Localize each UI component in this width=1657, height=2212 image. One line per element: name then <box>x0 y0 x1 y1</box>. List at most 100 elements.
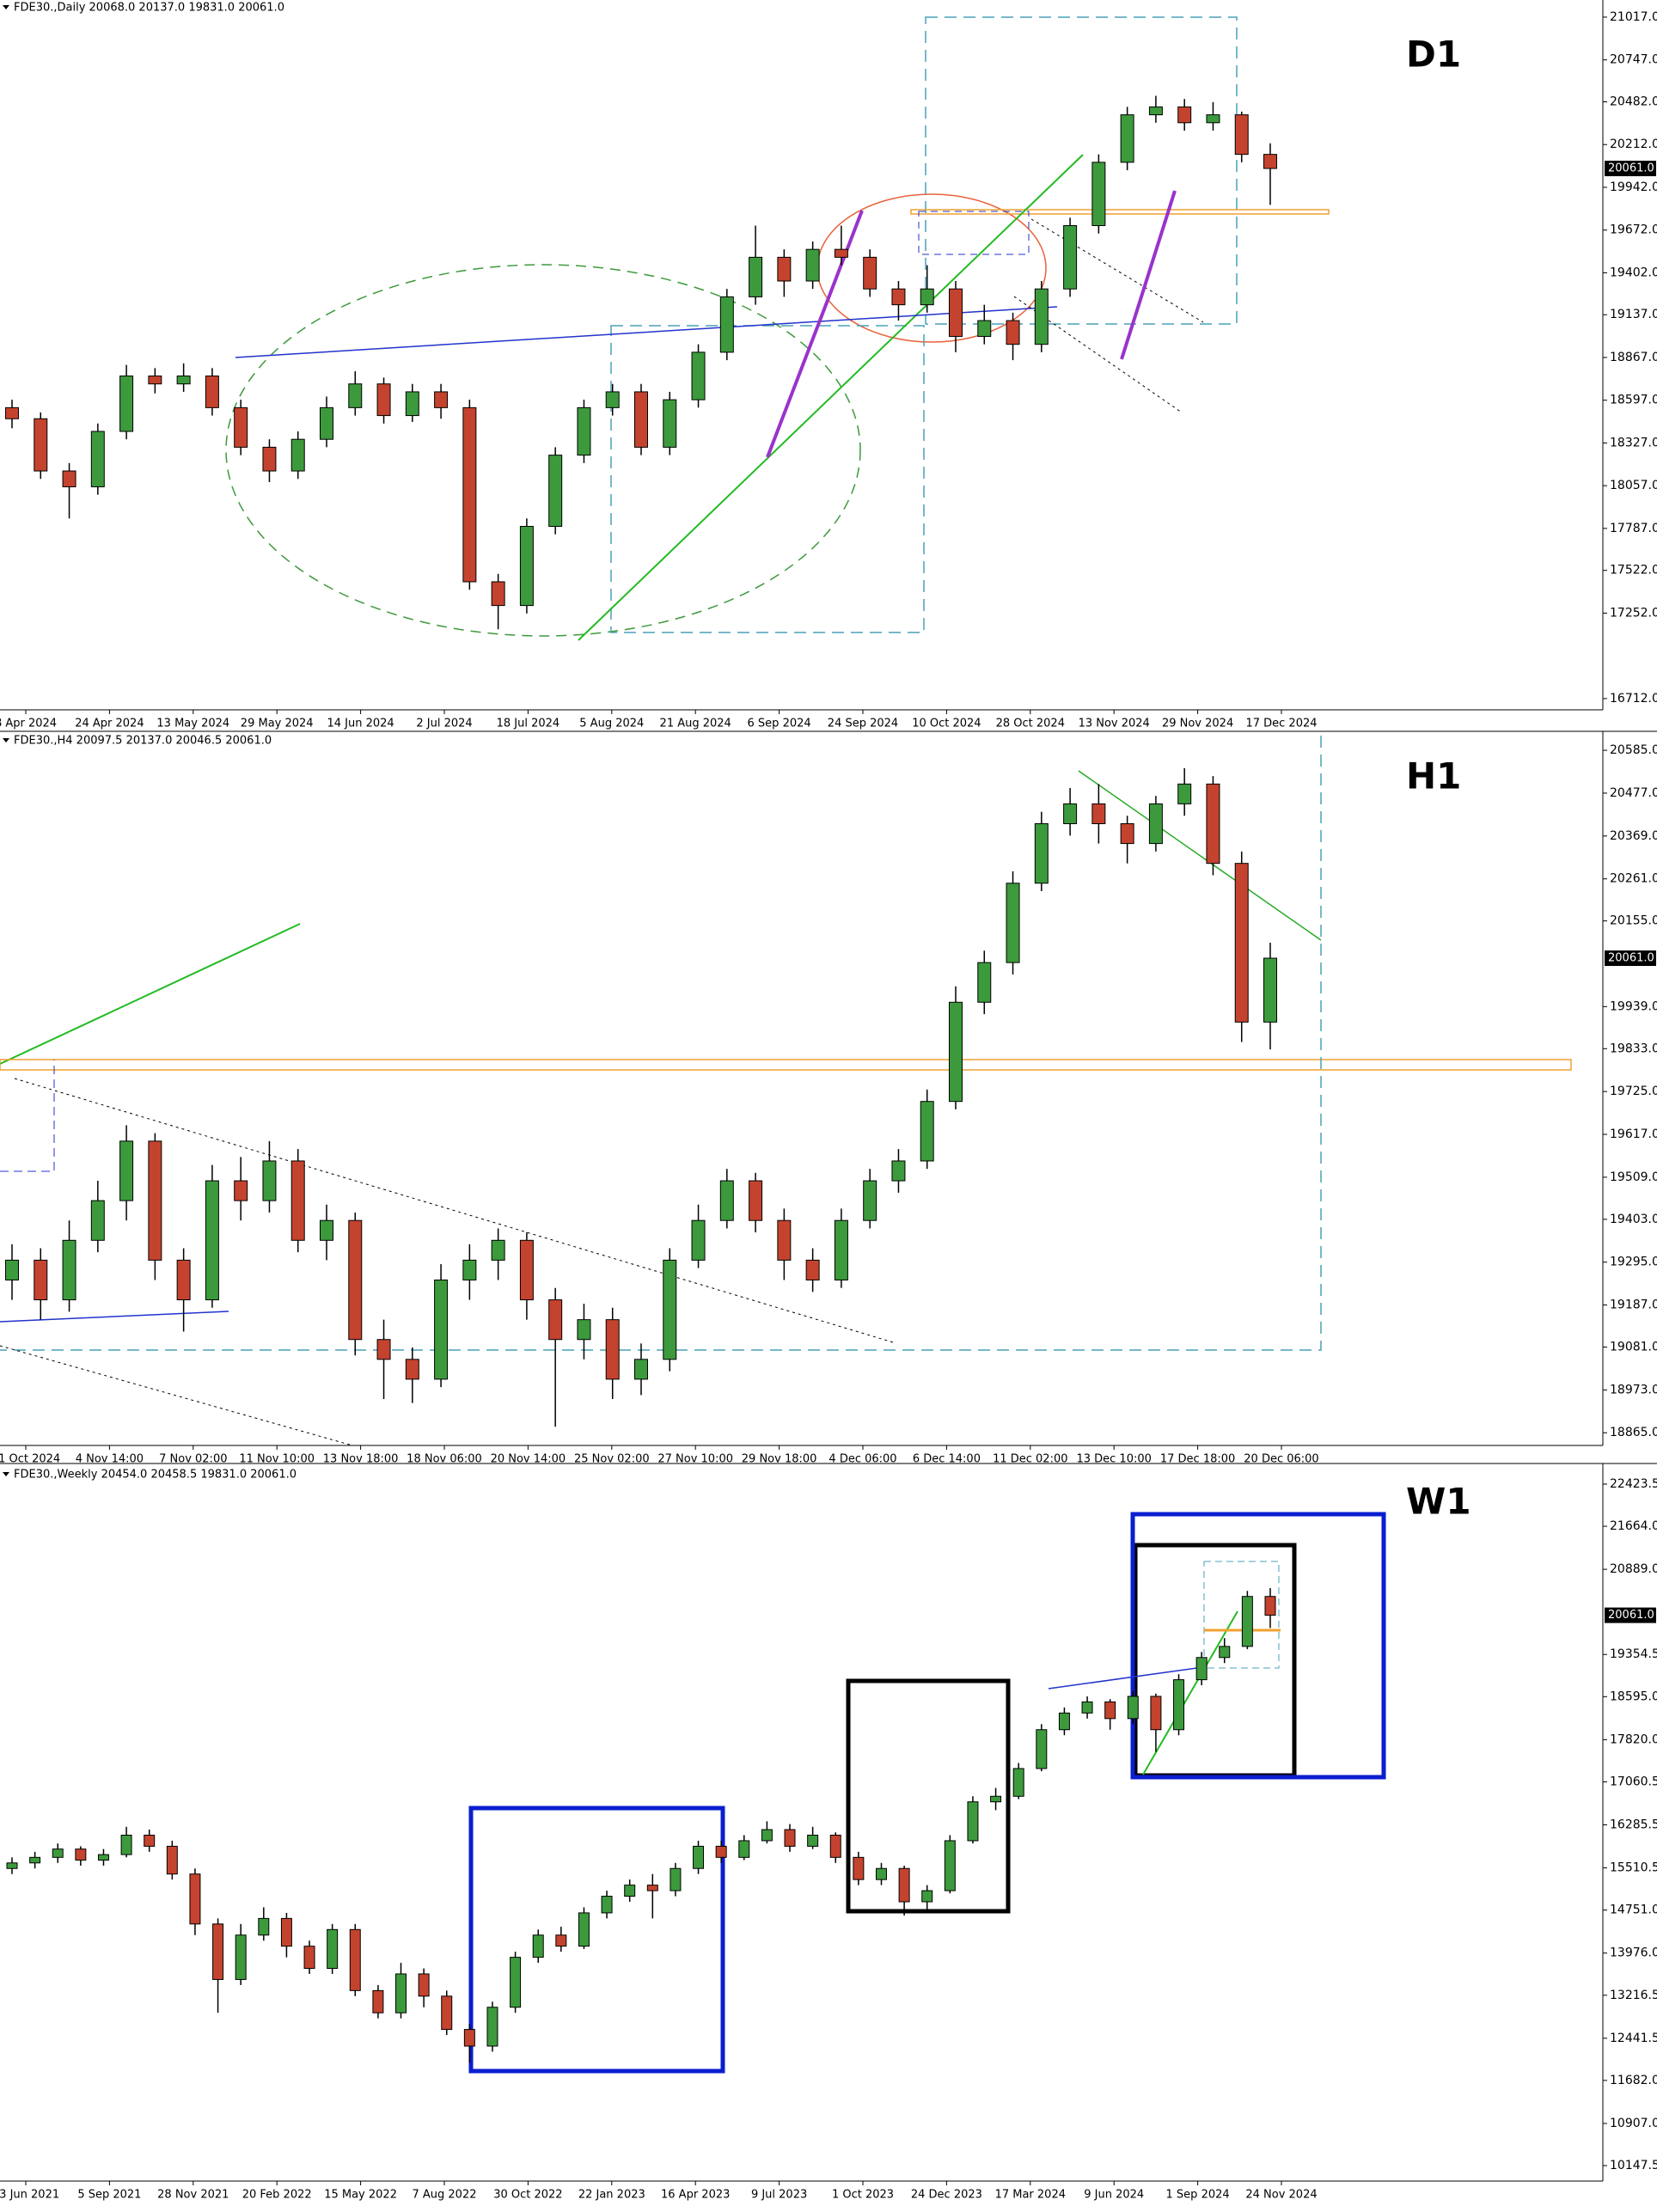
y-tick-label: 19672.0 <box>1610 223 1657 237</box>
candle-body <box>805 1259 820 1280</box>
candle-body <box>1063 803 1078 824</box>
candle-body <box>807 1834 819 1847</box>
candle-body <box>944 1840 956 1891</box>
candle-body <box>1148 803 1163 845</box>
x-tick-label: 27 Nov 10:00 <box>657 1453 733 1466</box>
timeframe-label: H1 <box>1406 755 1461 797</box>
candle-body <box>119 1140 134 1201</box>
y-tick-label: 19939.0 <box>1610 999 1657 1013</box>
candle-body <box>749 256 763 297</box>
y-tick-label: 20747.0 <box>1610 53 1657 67</box>
candle-body <box>1263 957 1277 1023</box>
candle-body <box>876 1867 887 1880</box>
y-tick-label: 22423.5 <box>1610 1477 1657 1491</box>
candle-body <box>1206 783 1220 865</box>
candle-body <box>1264 1596 1276 1616</box>
box <box>468 1806 725 2074</box>
candle-body <box>491 1239 505 1261</box>
candle-body <box>1234 114 1249 156</box>
x-tick-label: 13 May 2024 <box>156 718 229 730</box>
last-price-label: 20061.0 <box>1608 162 1654 175</box>
x-tick-label: 16 Apr 2023 <box>661 2189 730 2202</box>
x-tick-label: 24 Nov 2024 <box>1245 2189 1317 2202</box>
candle-body <box>605 1319 620 1380</box>
candle-body <box>691 351 706 400</box>
candle-body <box>405 391 419 417</box>
candle-body <box>605 391 620 408</box>
candle-body <box>670 1867 682 1891</box>
candle-body <box>212 1923 224 1980</box>
candle-body <box>663 399 677 448</box>
dropdown-icon <box>3 738 9 742</box>
candle-body <box>303 1946 315 1970</box>
y-tick-label: 18057.0 <box>1610 479 1657 492</box>
candle-body <box>949 1001 963 1103</box>
candle-body <box>920 1101 934 1162</box>
dotted-line <box>0 1345 353 1446</box>
y-tick-label: 17252.0 <box>1610 606 1657 620</box>
candle-body <box>898 1867 910 1903</box>
candle-body <box>205 376 219 408</box>
x-tick-label: 1 Oct 2023 <box>832 2189 894 2202</box>
candle-body <box>205 1180 219 1301</box>
candle-body <box>834 248 848 258</box>
x-tick-label: 24 Dec 2023 <box>911 2189 982 2202</box>
candle-body <box>290 438 305 472</box>
x-tick-label: 18 Nov 06:00 <box>407 1453 482 1466</box>
last-price-box <box>1605 161 1656 177</box>
trend-line <box>578 154 1084 641</box>
y-tick-label: 18327.0 <box>1610 436 1657 449</box>
x-tick-label: 9 Jul 2023 <box>751 2189 807 2202</box>
candle-body <box>977 320 992 337</box>
candle-body <box>1058 1712 1070 1731</box>
candle-body <box>405 1359 419 1380</box>
timeframe-label: D1 <box>1406 34 1461 76</box>
candle-body <box>486 2007 498 2047</box>
y-tick-label: 19403.0 <box>1610 1213 1657 1226</box>
dropdown-icon <box>3 1472 9 1476</box>
box <box>925 16 1238 325</box>
candle-body <box>891 1160 906 1182</box>
candle-body <box>634 1359 648 1380</box>
candle-body <box>863 1180 877 1221</box>
candle-body <box>1104 1701 1116 1720</box>
x-tick-label: 8 Apr 2024 <box>0 718 57 730</box>
candle-body <box>34 1259 48 1301</box>
y-tick-label: 13216.5 <box>1610 1989 1657 2002</box>
y-tick-label: 18867.0 <box>1610 351 1657 364</box>
candle-body <box>891 288 906 306</box>
candle-body <box>1148 106 1163 116</box>
x-tick-label: 13 Jun 2021 <box>0 2189 59 2202</box>
candle-body <box>34 418 48 472</box>
candle-body <box>1263 154 1277 169</box>
candle-body <box>29 1856 41 1864</box>
candle-body <box>434 1279 449 1380</box>
x-tick-label: 13 Dec 10:00 <box>1076 1453 1151 1466</box>
candle-body <box>1063 225 1078 290</box>
candle-body <box>290 1160 305 1241</box>
candle-body <box>120 1834 132 1855</box>
candle-body <box>1034 822 1049 884</box>
candle-body <box>327 1928 339 1970</box>
x-tick-label: 5 Sep 2021 <box>77 2189 141 2202</box>
candle-body <box>532 1934 544 1958</box>
y-tick-label: 16285.5 <box>1610 1818 1657 1832</box>
x-tick-label: 21 Aug 2024 <box>660 718 731 730</box>
candle-body <box>119 376 134 432</box>
x-tick-label: 24 Sep 2024 <box>828 718 898 730</box>
x-tick-label: 17 Mar 2024 <box>995 2189 1066 2202</box>
candle-body <box>491 581 505 607</box>
candle-body <box>1234 863 1249 1023</box>
candle-body <box>777 256 792 282</box>
y-tick-label: 19081.0 <box>1610 1340 1657 1353</box>
candle-body <box>62 470 76 487</box>
candle-body <box>548 455 563 528</box>
candle-body <box>691 1219 706 1261</box>
candle-body <box>418 1973 430 1997</box>
candle-body <box>1091 803 1106 824</box>
candle-body <box>719 1180 734 1221</box>
